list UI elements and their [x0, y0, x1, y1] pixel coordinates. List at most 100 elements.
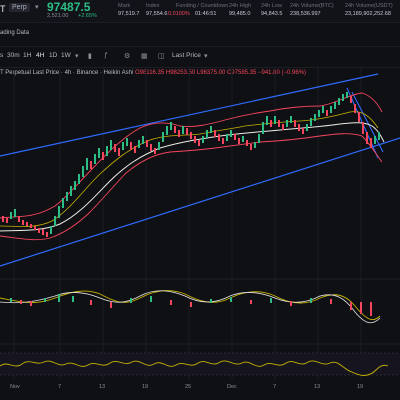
bollinger-lower [0, 133, 383, 241]
candle [378, 132, 380, 140]
candle [154, 148, 156, 154]
settings-icon[interactable]: ⚙ [124, 53, 131, 60]
x-tick-label: Nov [10, 384, 20, 390]
layout-icon[interactable]: ▦ [141, 53, 148, 60]
oscillator-band [0, 353, 400, 375]
candle [126, 138, 128, 146]
candle [70, 186, 72, 196]
chart-toolbar: s 30m 1H 4H 1D 1W ▾ ▮ ƒ ⚙ ▦ ◫ Last Price… [0, 46, 400, 68]
x-tick-label: Dec [227, 384, 237, 390]
x-tick-label: 13 [314, 384, 321, 390]
macd-bar [170, 300, 172, 305]
candle [166, 126, 168, 135]
candle [270, 120, 272, 127]
chevron-down-icon[interactable]: ▾ [35, 4, 39, 11]
candle [122, 142, 124, 150]
interval-1h[interactable]: 1H [23, 52, 32, 59]
legend-open: O98116.35 [134, 70, 165, 76]
chevron-down-icon[interactable]: ▾ [204, 53, 208, 60]
macd-bar [330, 299, 332, 304]
candle [342, 94, 344, 101]
vertical-gridlines [13, 66, 362, 380]
stat-value-volume-usdt: 23,189,902,252.68 [345, 11, 391, 17]
candle [370, 138, 372, 148]
candle [298, 124, 300, 131]
macd-bar [370, 302, 372, 316]
candle [250, 144, 252, 150]
macd-panel[interactable] [0, 290, 381, 324]
top-bar: T Perp ▾ 97487.5 2,521.00 +2.65% Mark 97… [0, 0, 400, 23]
candle [2, 216, 4, 222]
x-tick-label: 7 [273, 384, 277, 390]
macd-bar [20, 300, 22, 304]
price-type-select[interactable]: Last Price [172, 52, 201, 59]
candle-style-icon[interactable]: ▮ [88, 53, 92, 60]
candle [30, 224, 32, 228]
oscillator-line [0, 360, 389, 376]
macd-bar [350, 302, 352, 310]
candle [314, 114, 316, 121]
candle [66, 192, 68, 201]
stat-label-mark: Mark [118, 3, 131, 9]
chevron-down-icon[interactable]: ▾ [75, 53, 79, 60]
x-axis: Nov 7 13 19 25 Dec 7 13 19 [0, 380, 400, 400]
candle [86, 158, 88, 170]
legend-change: −941.80 (−0.96%) [258, 70, 307, 76]
macd-bar [30, 301, 32, 306]
market-type-badge[interactable]: Perp [9, 3, 30, 12]
candle [98, 148, 100, 158]
candle [182, 126, 184, 134]
section-title[interactable]: ading Data [0, 30, 30, 36]
candle [146, 140, 148, 147]
candle [74, 181, 76, 190]
indicators-icon[interactable]: ƒ [104, 52, 108, 59]
candle [158, 142, 160, 150]
stat-value-mark: 97,519.7 [118, 11, 140, 17]
candle [274, 116, 276, 124]
candle [198, 140, 200, 146]
legend-title: T Perpetual Last Price · 4h · Binance · … [0, 70, 134, 76]
candle [82, 166, 84, 177]
candle [350, 96, 352, 103]
candle [366, 132, 368, 144]
candle [26, 222, 28, 226]
chart-type-icon[interactable]: ◫ [158, 53, 165, 60]
candle [266, 116, 268, 125]
candle [354, 104, 356, 113]
stat-value-countdown: 01:46:51 [195, 11, 217, 17]
stat-value-high: 99,485.0 [229, 11, 251, 17]
oscillator-panel[interactable] [0, 352, 400, 376]
symbol-name[interactable]: T [0, 4, 6, 14]
candle [114, 144, 116, 152]
candle [254, 142, 256, 148]
interval-s[interactable]: s [0, 52, 4, 59]
candle [18, 216, 20, 222]
macd-bar [90, 300, 92, 305]
candle [150, 144, 152, 151]
candle [210, 126, 212, 133]
macd-bar [10, 298, 12, 302]
section-header: ading Data [0, 30, 400, 42]
candle [14, 209, 16, 217]
stat-value-low: 94,843.5 [261, 11, 283, 17]
candlestick-series[interactable] [2, 92, 380, 237]
interval-1d[interactable]: 1D [49, 52, 58, 59]
interval-4h[interactable]: 4H [36, 52, 45, 59]
legend-low: L96375.00 [196, 70, 226, 76]
price-chart[interactable] [0, 66, 400, 386]
candle [282, 124, 284, 130]
candle [58, 206, 60, 218]
interval-30m[interactable]: 30m [7, 52, 20, 59]
stat-label-index: Index [146, 3, 160, 9]
candle [318, 110, 320, 117]
stat-value-volume-btc: 238,536.997 [290, 11, 321, 17]
stat-label-low: 24h Low [261, 3, 282, 9]
candle [130, 142, 132, 150]
legend-close: C97585.35 [226, 70, 257, 76]
sub-change: +2.65% [78, 13, 97, 19]
macd-bar [190, 302, 192, 307]
interval-1w[interactable]: 1W [61, 52, 71, 59]
macd-histogram [10, 294, 372, 316]
candle [102, 152, 104, 160]
macd-bar [58, 294, 60, 302]
